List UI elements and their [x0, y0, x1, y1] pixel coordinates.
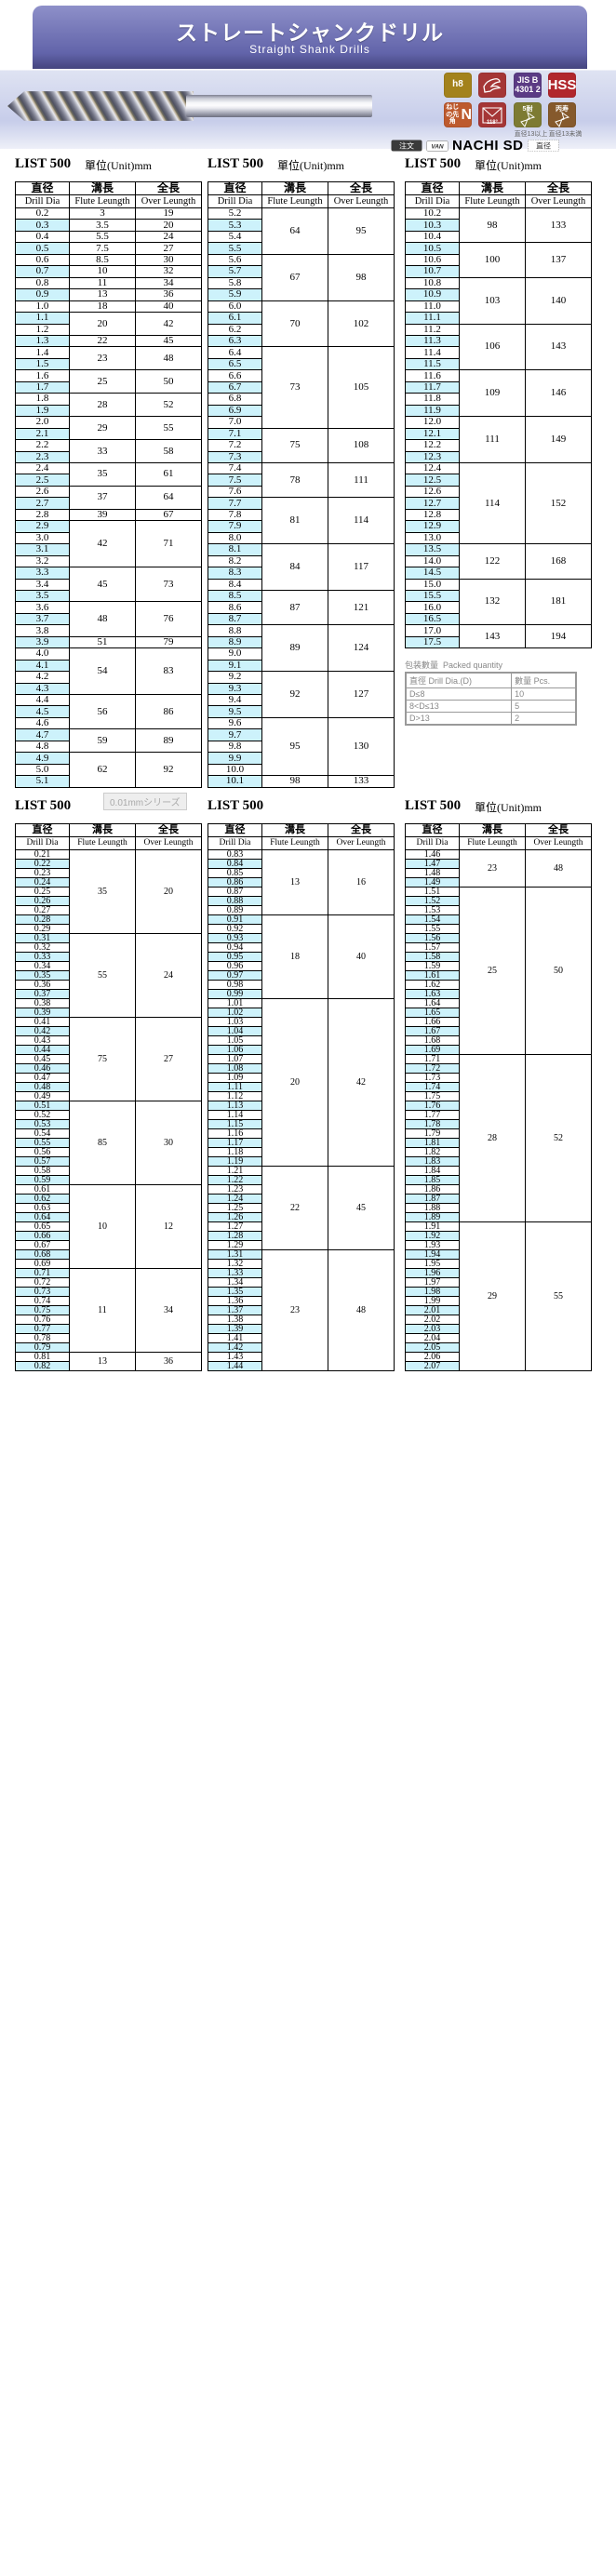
svg-text:5耐: 5耐 [523, 104, 533, 113]
svg-text:118°: 118° [487, 120, 499, 126]
svg-text:丙寿: 丙寿 [556, 104, 569, 113]
